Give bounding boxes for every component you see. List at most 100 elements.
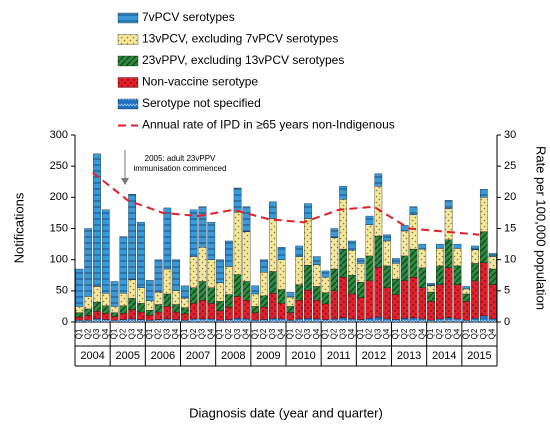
rate-line — [91, 171, 480, 236]
bar-segment — [409, 317, 418, 323]
bar-segment — [383, 318, 391, 323]
bar-segment — [312, 300, 321, 320]
year-label: 2011 — [327, 350, 351, 362]
bar-segment — [84, 314, 93, 321]
year-label: 2006 — [151, 350, 175, 362]
x-tick-label: Q3 — [444, 328, 453, 339]
bar-segment — [216, 259, 224, 283]
bar-segment — [128, 194, 136, 280]
bar-segment — [488, 284, 497, 320]
bar-segment — [330, 318, 339, 323]
x-tick-label: Q1 — [391, 328, 400, 339]
x-tick-label: Q1 — [426, 328, 435, 339]
bar-segment — [145, 319, 154, 323]
bar-segment — [427, 283, 435, 286]
bar-segment — [93, 153, 101, 287]
bar-segment — [488, 268, 497, 285]
bar-segment — [181, 307, 189, 315]
bar-segment — [453, 318, 462, 323]
bar-segment — [260, 259, 268, 273]
bar-segment — [163, 268, 172, 295]
bar-segment — [427, 291, 435, 302]
x-tick-label: Q4 — [171, 328, 180, 339]
x-axis-label: Diagnosis date (year and quarter) — [189, 405, 383, 420]
y2-tick-label: 5 — [504, 285, 510, 297]
bar-segment — [198, 206, 207, 248]
bar-segment — [392, 319, 400, 323]
x-tick-label: Q3 — [198, 328, 207, 339]
y-tick-label: 50 — [56, 285, 68, 297]
bar-segment — [383, 265, 391, 288]
bar-segment — [75, 319, 84, 323]
bar-segment — [312, 286, 321, 301]
bar-segment — [462, 319, 471, 323]
bar-segment — [251, 285, 260, 295]
bar-segment — [400, 318, 409, 323]
legend-swatch — [117, 55, 139, 67]
bar-segment — [137, 222, 145, 288]
bar-segment — [268, 201, 277, 219]
bar-segment — [207, 287, 216, 304]
bar-segment — [295, 256, 304, 285]
bar-segment — [128, 279, 136, 299]
x-tick-label: Q4 — [277, 328, 286, 339]
bar-segment — [251, 312, 260, 321]
bar-segment — [207, 222, 216, 260]
bar-segment — [304, 290, 312, 319]
bar-segment — [93, 301, 101, 312]
bar-segment — [233, 274, 242, 297]
y-tick-label: 200 — [50, 191, 68, 203]
bar-segment — [436, 318, 444, 323]
x-tick-label: Q1 — [321, 328, 330, 339]
legend-label: 23vPPV, excluding 13vPCV serotypes — [142, 53, 344, 67]
legend-swatch — [117, 12, 139, 24]
y-axis-label: Notifications — [11, 192, 26, 263]
bar-segment — [312, 318, 321, 323]
bar-segment — [75, 268, 84, 307]
bar-segment — [189, 209, 198, 257]
bar-segment — [233, 318, 242, 323]
bar-segment — [233, 187, 242, 213]
x-tick-label: Q3 — [338, 328, 347, 339]
bar-segment — [295, 300, 304, 320]
bar-segment — [172, 290, 180, 305]
year-label: 2005 — [116, 350, 140, 362]
bar-segment — [436, 248, 444, 267]
bar-segment — [163, 207, 172, 270]
bar-segment — [93, 318, 101, 323]
bar-segment — [321, 319, 330, 323]
y-tick-label: 0 — [62, 316, 68, 328]
bar-segment — [268, 218, 277, 272]
bar-segment — [321, 276, 330, 293]
x-tick-label: Q1 — [215, 328, 224, 339]
bar-segment — [436, 284, 444, 320]
bar-segment — [286, 319, 295, 323]
bar-segment — [260, 319, 268, 323]
bar-segment — [339, 185, 347, 200]
bar-segment — [251, 319, 260, 323]
bar-segment — [110, 316, 119, 321]
bar-segment — [198, 300, 207, 320]
bar-segment — [400, 255, 409, 282]
legend-label: 7vPCV serotypes — [142, 10, 235, 24]
bar-segment — [488, 256, 497, 270]
bar-segment — [277, 318, 286, 323]
x-tick-label: Q4 — [312, 328, 321, 339]
bar-segment — [444, 239, 453, 268]
bar-segment — [277, 289, 286, 304]
bar-segment — [198, 281, 207, 301]
x-tick-label: Q4 — [488, 328, 497, 339]
bar-segment — [189, 318, 198, 323]
x-tick-label: Q1 — [461, 328, 470, 339]
x-tick-label: Q2 — [365, 328, 374, 339]
bar-segment — [479, 262, 488, 316]
bar-segment — [233, 296, 242, 319]
bar-segment — [321, 270, 330, 278]
bar-segment — [444, 317, 453, 323]
x-tick-label: Q3 — [409, 328, 418, 339]
bar-segment — [268, 293, 277, 319]
annotation: 2005: adult 23vPPV — [145, 154, 216, 163]
x-tick-label: Q2 — [83, 328, 92, 339]
bar-segment — [145, 280, 154, 301]
bar-segment — [286, 296, 295, 307]
